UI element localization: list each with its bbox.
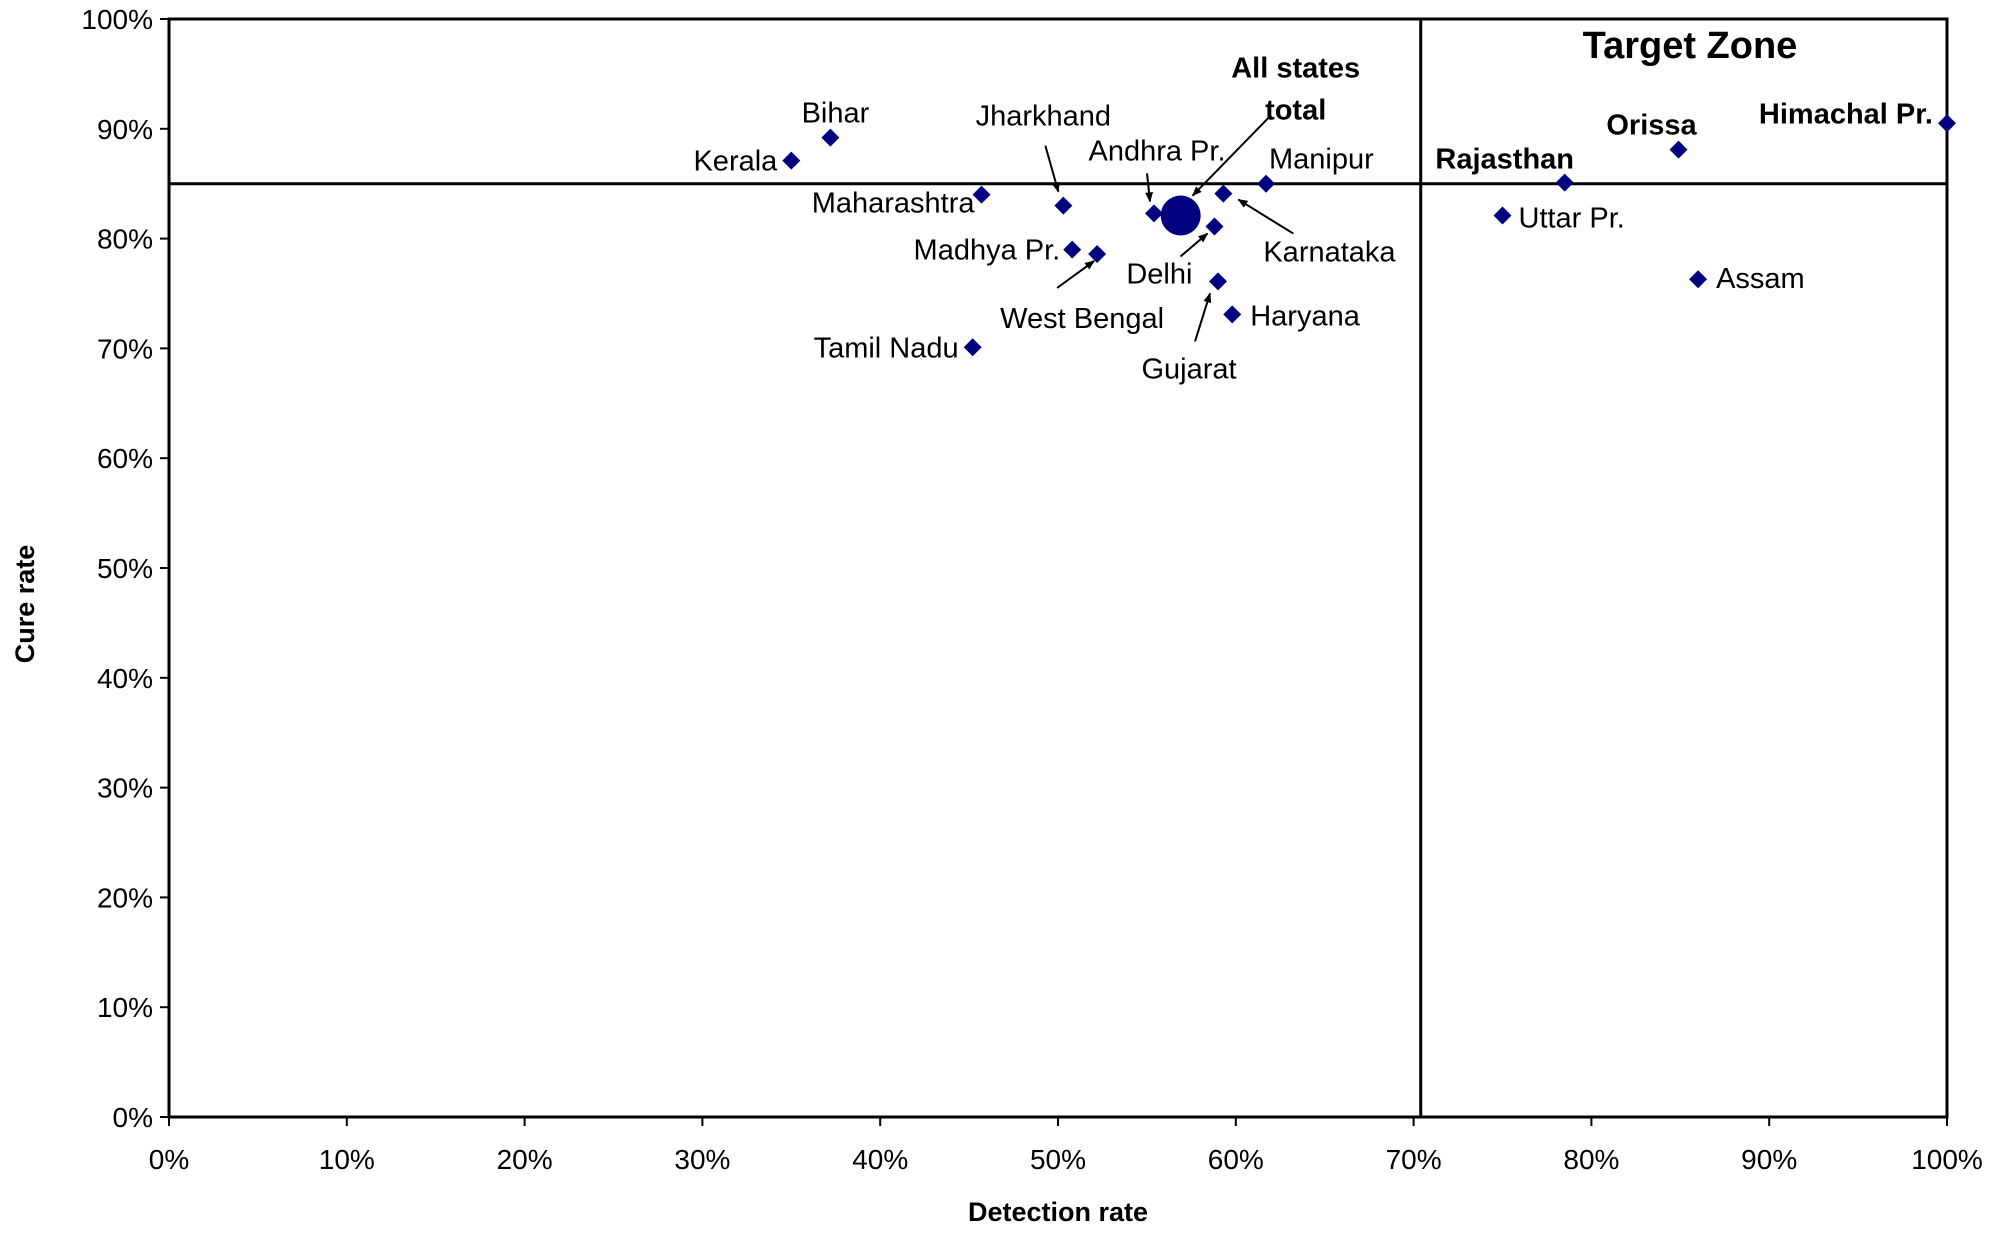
data-point (1669, 140, 1688, 159)
point-label: Delhi (1126, 259, 1192, 291)
y-tick-label: 30% (97, 773, 153, 804)
y-tick-label: 0% (113, 1102, 153, 1133)
x-tick-label: 70% (1386, 1144, 1442, 1175)
y-tick-label: 60% (97, 443, 153, 474)
total-label: All states (1231, 53, 1360, 85)
y-tick-label: 50% (97, 553, 153, 584)
y-tick-label: 70% (97, 333, 153, 364)
point-label: West Bengal (1000, 303, 1164, 335)
data-point (1257, 174, 1276, 193)
point-label: Madhya Pr. (914, 235, 1061, 267)
callout-arrow (1191, 114, 1272, 197)
callout-arrow (1044, 145, 1060, 193)
x-axis-title: Detection rate (968, 1197, 1148, 1227)
data-point (1145, 204, 1164, 223)
point-label: Rajasthan (1435, 144, 1574, 176)
y-tick-label: 40% (97, 663, 153, 694)
callout-arrow (1237, 198, 1294, 235)
point-label: Jharkhand (976, 101, 1111, 133)
callout-arrow (1056, 260, 1095, 289)
point-label: Assam (1716, 263, 1805, 295)
point-label: Gujarat (1141, 353, 1236, 385)
data-point (1054, 196, 1073, 215)
y-tick-label: 20% (97, 882, 153, 913)
data-point (963, 338, 982, 357)
x-tick-label: 40% (852, 1144, 908, 1175)
point-label: Tamil Nadu (814, 332, 959, 364)
point-label: Karnataka (1263, 237, 1396, 269)
y-tick-label: 100% (81, 4, 153, 35)
total-marker (1160, 195, 1201, 236)
data-point (1088, 244, 1107, 263)
data-point (1689, 270, 1708, 289)
point-label: Manipur (1269, 144, 1374, 176)
x-tick-label: 50% (1030, 1144, 1086, 1175)
data-point (1209, 272, 1228, 291)
x-tick-label: 30% (674, 1144, 730, 1175)
target-zone-label: Target Zone (1583, 25, 1798, 67)
data-point (782, 151, 801, 170)
x-tick-label: 60% (1208, 1144, 1264, 1175)
data-point (1205, 217, 1224, 236)
point-label: Maharashtra (812, 188, 976, 220)
data-point (1214, 184, 1233, 203)
point-label: Andhra Pr. (1088, 135, 1225, 167)
data-point (972, 185, 991, 204)
x-tick-label: 0% (149, 1144, 189, 1175)
data-point (1938, 114, 1956, 133)
y-tick-label: 10% (97, 992, 153, 1023)
x-tick-label: 80% (1563, 1144, 1619, 1175)
data-point (1555, 173, 1574, 192)
x-tick-label: 90% (1741, 1144, 1797, 1175)
point-label: Kerala (693, 146, 778, 178)
callout-arrow (1179, 232, 1209, 258)
callout-arrow (1145, 173, 1154, 203)
point-label: Bihar (802, 98, 870, 130)
x-tick-label: 100% (1911, 1144, 1983, 1175)
y-tick-label: 90% (97, 114, 153, 145)
data-point (1223, 305, 1242, 324)
data-point (1493, 206, 1512, 225)
data-point (821, 128, 840, 147)
x-tick-label: 10% (319, 1144, 375, 1175)
x-tick-label: 20% (497, 1144, 553, 1175)
point-label: Uttar Pr. (1519, 203, 1625, 235)
y-tick-label: 80% (97, 224, 153, 255)
y-axis-title: Cure rate (10, 545, 40, 664)
total-label: total (1265, 95, 1326, 127)
callout-arrow (1194, 292, 1212, 342)
point-label: Haryana (1250, 300, 1360, 332)
point-label: Himachal Pr. (1759, 98, 1933, 130)
point-label: Orissa (1606, 110, 1697, 142)
data-point (1063, 240, 1082, 259)
